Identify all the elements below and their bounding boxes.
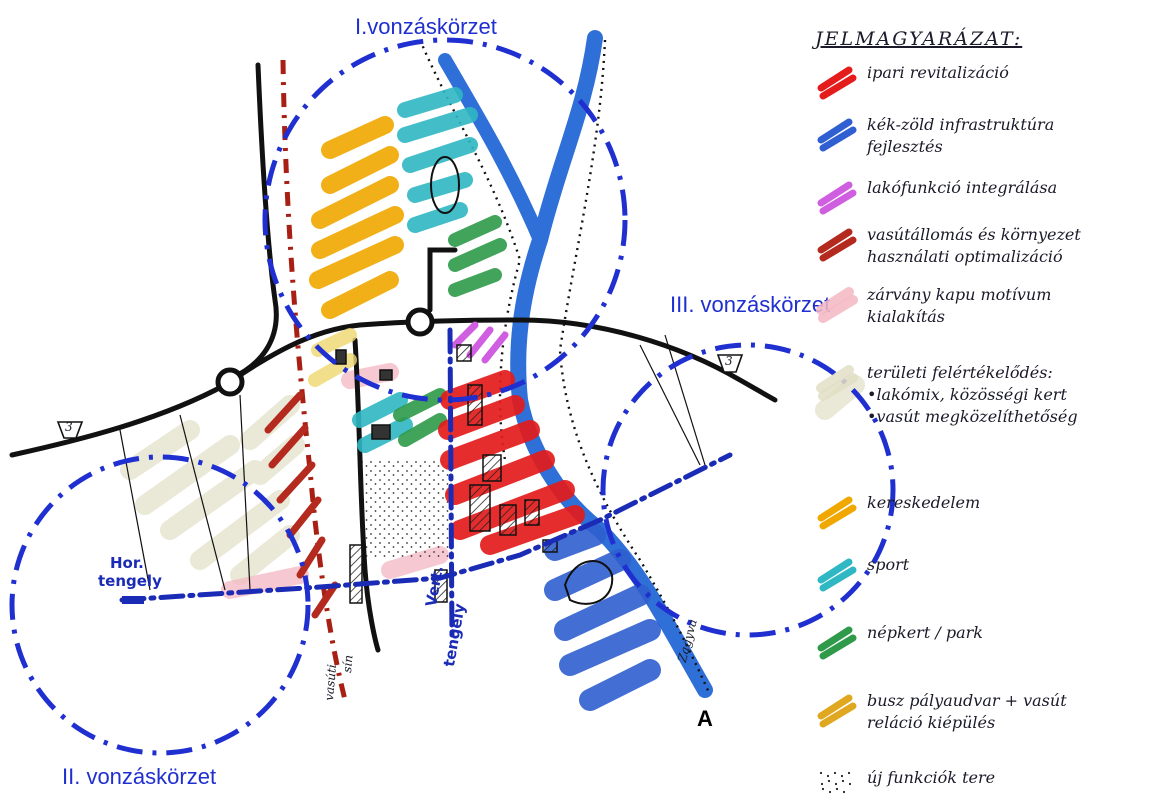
- legend-line: kék-zöld infrastruktúra: [867, 115, 1055, 134]
- legend-line: zárvány kapu motívum: [867, 285, 1052, 304]
- legend-text-railway-station: vasútállomás és környezet használati opti…: [867, 224, 1167, 268]
- legend-text-residential: lakófunkció integrálása: [867, 177, 1167, 199]
- legend-swatch-industrial: [817, 66, 857, 100]
- legend-line: kereskedelem: [867, 493, 981, 512]
- legend-swatch-gate-motif: [816, 287, 858, 323]
- residential-hatches: [451, 321, 509, 364]
- legend-line: •lakómix, közösségi kert: [867, 385, 1067, 404]
- legend-swatch-bus-station: [817, 694, 857, 728]
- road-number-west: 3: [65, 420, 73, 434]
- legend-item-park: népkert / park: [815, 618, 1171, 686]
- legend-item-blue-green: kék-zöld infrastruktúra fejlesztés: [815, 110, 1171, 173]
- legend-text-park: népkert / park: [867, 622, 1167, 644]
- legend-swatch-residential: [817, 181, 857, 215]
- road-shields: [56, 354, 744, 439]
- legend-swatch-new-functions: [819, 771, 852, 794]
- legend-text-blue-green: kék-zöld infrastruktúra fejlesztés: [867, 114, 1167, 158]
- railway-label-2: sín: [340, 654, 356, 674]
- road-number-east: 3: [725, 354, 733, 368]
- axes: [119, 327, 733, 643]
- legend-text-sport: sport: [867, 554, 1167, 576]
- legend-swatch-blue-green: [817, 118, 857, 152]
- legend-text-gate-motif: zárvány kapu motívum kialakítás: [867, 284, 1167, 328]
- zone-label-2: II. vonzáskörzet: [62, 764, 217, 789]
- legend-text-new-functions: új funkciók tere: [867, 767, 1167, 789]
- legend-swatch-railway-station: [817, 228, 857, 262]
- legend-line: lakófunkció integrálása: [867, 178, 1058, 197]
- legend-line: reláció kiépülés: [867, 713, 996, 732]
- pond: [563, 560, 614, 605]
- legend-item-area-value: területi felértékelődés: •lakómix, közöss…: [815, 358, 1171, 488]
- zone-label-1: I.vonzáskörzet: [355, 14, 497, 39]
- legend-line: fejlesztés: [867, 137, 943, 156]
- legend-text-bus-station: busz pályaudvar + vasút reláció kiépülés: [867, 690, 1167, 734]
- legend-line: vasútállomás és környezet: [867, 225, 1081, 244]
- roundabout-center: [405, 307, 435, 337]
- commerce-hatches: [309, 116, 404, 319]
- legend-item-residential: lakófunkció integrálása: [815, 173, 1171, 220]
- new-functions-area: [362, 460, 452, 560]
- legend-swatch-area-value: [816, 365, 858, 401]
- legend-line: ipari revitalizáció: [867, 63, 1009, 82]
- north-arrow-icon: A: [697, 706, 713, 731]
- legend-swatch-sport: [817, 558, 857, 592]
- legend-line: busz pályaudvar + vasút: [867, 691, 1067, 710]
- legend-swatch-commerce: [817, 496, 857, 530]
- legend-item-sport: sport: [815, 550, 1171, 618]
- legend-line: népkert / park: [867, 623, 983, 642]
- legend-line: használati optimalizáció: [867, 247, 1063, 266]
- sport-oval: [430, 156, 460, 214]
- legend-item-railway-station: vasútállomás és környezet használati opti…: [815, 220, 1171, 280]
- legend-title: JELMAGYARÁZAT:: [815, 28, 1023, 50]
- buildings: [335, 344, 558, 604]
- zone-label-3: III. vonzáskörzet: [670, 292, 831, 317]
- legend-text-area-value: területi felértékelődés: •lakómix, közöss…: [867, 362, 1167, 428]
- legend-item-new-functions: új funkciók tere: [815, 763, 1171, 807]
- legend-item-commerce: kereskedelem: [815, 488, 1171, 550]
- blue-green-hatches: [544, 524, 661, 711]
- legend-line: területi felértékelődés:: [867, 363, 1053, 382]
- hor-axis-label-1: Hor.: [110, 554, 144, 572]
- roundabout-west: [215, 367, 245, 397]
- legend-line: új funkciók tere: [867, 768, 996, 787]
- legend-item-industrial: ipari revitalizáció: [815, 58, 1171, 110]
- legend-swatch-park: [817, 626, 857, 660]
- railway-line: [280, 59, 348, 701]
- zone-circles: [9, 37, 896, 756]
- railway-station-hatches: [264, 391, 339, 619]
- legend-text-commerce: kereskedelem: [867, 492, 1167, 514]
- legend-item-gate-motif: zárvány kapu motívum kialakítás: [815, 280, 1171, 358]
- hor-axis-label-2: tengely: [98, 572, 162, 590]
- legend-text-industrial: ipari revitalizáció: [867, 62, 1167, 84]
- legend-item-bus-station: busz pályaudvar + vasút reláció kiépülés: [815, 686, 1171, 763]
- legend-line: sport: [867, 555, 910, 574]
- road-network: [9, 62, 778, 653]
- park-hatches: [393, 215, 507, 447]
- legend-line: kialakítás: [867, 307, 945, 326]
- legend: JELMAGYARÁZAT: ipari revitalizáció kék-zö…: [815, 28, 1171, 803]
- legend-line: •vasút megközelíthetőség: [867, 407, 1078, 426]
